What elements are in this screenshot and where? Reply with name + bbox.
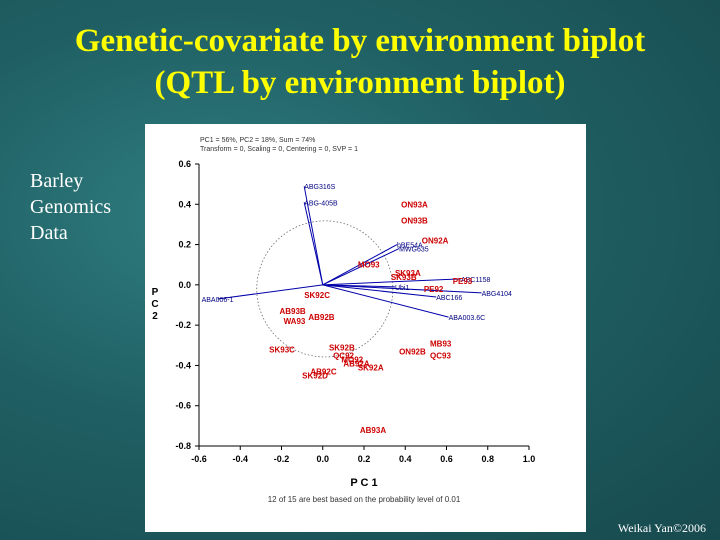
y-axis-label-char: P [152, 287, 159, 298]
x-tick-label: 0.6 [440, 454, 453, 464]
y-axis-label-char: 2 [152, 311, 158, 322]
y-tick-label: 0.4 [178, 199, 191, 209]
slide-title-line-2: (QTL by environment biplot) [154, 65, 566, 101]
environment-label: ON92B [399, 347, 426, 356]
y-tick-label: 0.2 [178, 240, 191, 250]
environment-label: SK92B [329, 343, 355, 352]
environment-label: AB93A [360, 426, 386, 435]
marker-vector [322, 278, 461, 286]
slide-title-line-1: Genetic-covariate by environment biplot [74, 23, 646, 59]
environment-label: ON93B [401, 216, 428, 225]
marker-vector [322, 284, 482, 294]
x-tick-label: 1.0 [523, 454, 536, 464]
marker-label: ABA003.6C [449, 315, 486, 322]
marker-label: ABG4104 [482, 291, 512, 298]
environment-label: AB92C [310, 367, 336, 376]
side-text: Barley Genomics Data [30, 168, 111, 246]
vectors [217, 186, 482, 318]
y-tick-label: -0.6 [175, 401, 191, 411]
credit-text: Weikai Yan©2006 [617, 521, 706, 535]
marker-label: Ubi1 [395, 285, 410, 292]
header-line-2: Transform = 0, Scaling = 0, Centering = … [200, 146, 358, 153]
y-axis-label-char: C [151, 299, 158, 310]
x-tick-label: -0.6 [191, 454, 207, 464]
biplot-svg: PC1 = 56%, PC2 = 18%, Sum = 74% Transfor… [151, 137, 535, 504]
environment-label: SK92C [304, 291, 330, 300]
side-text-line-3: Data [30, 222, 68, 244]
marker-vector [322, 284, 449, 318]
marker-vector [322, 248, 400, 286]
environment-label: SK93C [269, 345, 295, 354]
x-tick-label: -0.4 [232, 454, 248, 464]
y-tick-label: -0.2 [175, 320, 191, 330]
y-tick-label: 0.0 [178, 280, 191, 290]
environment-label: MO92 [341, 355, 363, 364]
axes: -0.6 -0.4 -0.2 0.0 0.2 0.4 0.6 0.8 1.0-0.8-0.6-0… [175, 159, 535, 464]
y-tick-label: -0.4 [175, 360, 191, 370]
marker-label: MWG635 [399, 247, 429, 254]
side-text-line-1: Barley [30, 170, 84, 192]
environment-label: AB92A [343, 359, 369, 368]
reference-circle-outline [256, 220, 394, 358]
environment-label: SK92D [302, 372, 328, 381]
marker-label: ABG-405B [304, 200, 338, 207]
marker-label: ABA006-1 [202, 297, 234, 304]
environment-label: SK92A [358, 363, 384, 372]
header-line-1: PC1 = 56%, PC2 = 18%, Sum = 74% [200, 137, 315, 144]
chart-footnote: 12 of 15 are best based on the probabili… [268, 495, 461, 504]
x-tick-label: 0.2 [358, 454, 371, 464]
x-axis-label: P C 1 [350, 477, 377, 489]
environment-label: MO93 [358, 261, 380, 270]
marker-vector [322, 284, 437, 298]
environment-label: SK93B [391, 273, 417, 282]
environment-label: QC93 [430, 351, 451, 360]
marker-vector [303, 186, 324, 285]
environment-label: PE93 [453, 277, 473, 286]
side-text-line-2: Genomics [30, 196, 112, 218]
marker-label: ABC1158 [461, 277, 491, 284]
x-tick-label: 0.0 [316, 454, 329, 464]
environment-label: QC92 [333, 351, 354, 360]
environment-label: ON92A [422, 237, 449, 246]
x-tick-label: 0.8 [481, 454, 494, 464]
reference-circle [256, 220, 394, 358]
y-tick-label: -0.8 [175, 441, 191, 451]
environment-label: AB93B [279, 307, 305, 316]
environment-label: AB92B [308, 313, 334, 322]
x-tick-label: 0.4 [399, 454, 412, 464]
marker-vector [303, 202, 324, 285]
chart-header: PC1 = 56%, PC2 = 18%, Sum = 74% Transfor… [200, 137, 358, 153]
marker-vector [322, 244, 398, 286]
y-axis-label: PC2 [151, 287, 158, 322]
y-tick-label: 0.6 [178, 159, 191, 169]
environment-label: SK93A [395, 269, 421, 278]
marker-label: bBE54A [397, 243, 423, 250]
x-tick-label: -0.2 [274, 454, 290, 464]
marker-label: ABG316S [304, 184, 335, 191]
marker-label: ABC166 [436, 295, 462, 302]
environment-label: WA93 [284, 317, 306, 326]
biplot-chart: PC1 = 56%, PC2 = 18%, Sum = 74% Transfor… [145, 124, 586, 532]
environment-label: MB93 [430, 339, 452, 348]
environment-label: PE92 [424, 285, 444, 294]
slide-title: Genetic-covariate by environment biplot … [0, 20, 720, 104]
marker-vector [217, 284, 323, 300]
environment-label: ON93A [401, 200, 428, 209]
